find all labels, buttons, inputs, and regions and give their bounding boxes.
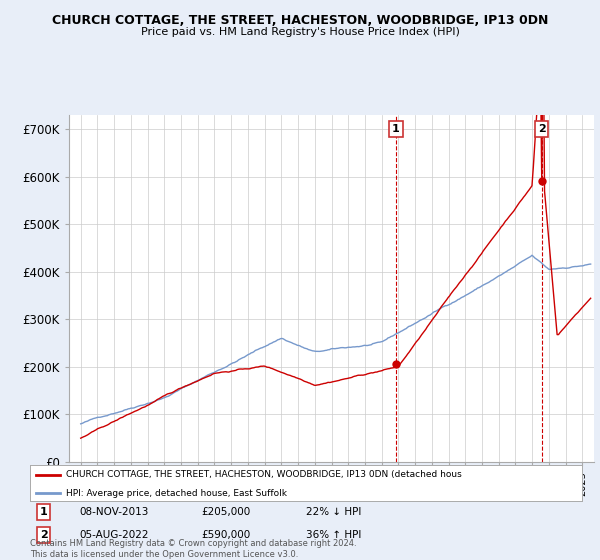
Text: HPI: Average price, detached house, East Suffolk: HPI: Average price, detached house, East… [66,489,287,498]
Text: 1: 1 [392,124,400,134]
Text: Price paid vs. HM Land Registry's House Price Index (HPI): Price paid vs. HM Land Registry's House … [140,27,460,37]
Text: 08-NOV-2013: 08-NOV-2013 [80,507,149,517]
Text: 2: 2 [538,124,546,134]
Text: £590,000: £590,000 [201,530,250,540]
Text: 36% ↑ HPI: 36% ↑ HPI [306,530,361,540]
Text: 2: 2 [40,530,47,540]
Text: Contains HM Land Registry data © Crown copyright and database right 2024.
This d: Contains HM Land Registry data © Crown c… [30,539,356,559]
Text: CHURCH COTTAGE, THE STREET, HACHESTON, WOODBRIDGE, IP13 0DN: CHURCH COTTAGE, THE STREET, HACHESTON, W… [52,14,548,27]
Text: £205,000: £205,000 [201,507,250,517]
Text: CHURCH COTTAGE, THE STREET, HACHESTON, WOODBRIDGE, IP13 0DN (detached hous: CHURCH COTTAGE, THE STREET, HACHESTON, W… [66,470,461,479]
Text: 22% ↓ HPI: 22% ↓ HPI [306,507,361,517]
Text: 05-AUG-2022: 05-AUG-2022 [80,530,149,540]
Text: 1: 1 [40,507,47,517]
